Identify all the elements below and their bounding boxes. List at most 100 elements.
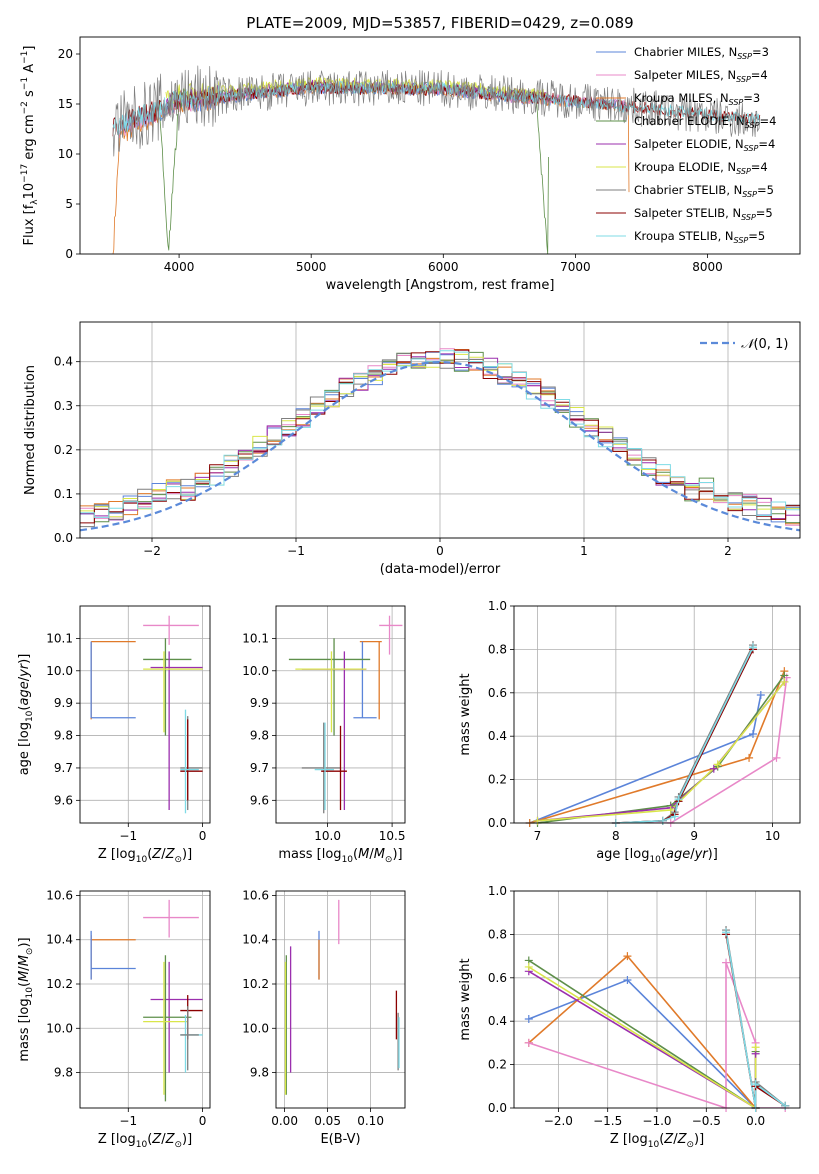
label-part: mass weight: [458, 673, 473, 755]
y-tick-label: 10.1: [242, 631, 269, 645]
y-tick-label: 10.4: [46, 933, 73, 947]
label-part: yr: [17, 662, 32, 678]
label-part: (: [659, 1132, 664, 1147]
weight-marker-S_ELODIE: [709, 764, 718, 773]
y-tick-label: 10.6: [242, 888, 269, 902]
label-part: =4: [760, 114, 777, 128]
label-part: −17: [20, 164, 30, 183]
legend-label-C_MILES: Chabrier MILES, NSSP=3: [634, 45, 769, 61]
x-tick-label: 0.05: [314, 1114, 341, 1128]
y-tick-label: 10.6: [46, 888, 73, 902]
weight-marker-S_MILES: [524, 1038, 533, 1047]
y-tick-label: 0.0: [488, 1101, 507, 1115]
weight-line-S_MILES: [528, 962, 786, 1108]
label-part: Salpeter STELIB, N: [634, 206, 741, 220]
label-part: E(B-V): [320, 1132, 360, 1147]
y-tick-label: 9.6: [250, 793, 269, 807]
label-part: 10: [649, 855, 661, 865]
weight-marker-K_STELIB: [781, 1101, 790, 1110]
label-part: ⊙: [174, 855, 182, 865]
label-part: SSP: [736, 75, 751, 84]
plot-area-residuals: [80, 348, 800, 532]
label-part: wavelength [Angstrom, rest frame]: [326, 278, 555, 293]
weight-marker-S_MILES: [772, 753, 781, 762]
label-part: /: [17, 676, 32, 681]
legend-label-S_ELODIE: Salpeter ELODIE, NSSP=4: [634, 137, 775, 153]
weight-line-C_MILES: [529, 694, 762, 823]
spectrum-line-C_STELIB: [112, 65, 761, 157]
axes-frame: [513, 605, 801, 824]
weight-line-K_STELIB: [725, 932, 786, 1108]
label-part: A: [22, 64, 37, 77]
label-part: (data-model)/error: [380, 562, 501, 577]
label-part: =3: [743, 91, 760, 105]
spectrum-line-S_STELIB: [112, 82, 761, 137]
weight-line-S_ELODIE: [537, 681, 785, 822]
label-part: Z [log: [98, 847, 136, 862]
weight-line-S_MILES: [615, 677, 788, 823]
y-axis-label: Flux [fλ10−17 erg cm−2 s−1 A−1]: [20, 46, 40, 246]
label-part: Kroupa STELIB, N: [634, 229, 734, 243]
y-tick-label: 15: [58, 97, 73, 111]
axes-weight_vs_Z: −2.0 −1.5 −1.0 −0.5 0.0 0.0 0.2 0.4 0.6 0.8 1.0 Z […: [458, 884, 801, 1150]
label-part: −2: [20, 101, 30, 114]
label-part: ⊙: [25, 948, 35, 956]
x-tick-label: −2: [143, 544, 161, 558]
label-part: =5: [757, 183, 774, 197]
x-tick-label: −1: [287, 544, 305, 558]
label-part: 10: [136, 855, 148, 865]
label-part: /: [369, 847, 374, 862]
weight-marker-K_ELODIE: [751, 1043, 760, 1052]
label-part: −1: [20, 51, 30, 64]
label-part: /: [161, 847, 166, 862]
x-tick-label: 7000: [560, 260, 591, 274]
y-tick-label: 9.8: [54, 729, 73, 743]
plot-area-age_vs_mass: [288, 615, 403, 814]
x-tick-label: 0: [199, 829, 207, 843]
x-axis-label: mass [log10(M/M⊙)]: [278, 847, 402, 865]
weight-line-K_ELODIE: [528, 966, 757, 1108]
axes-frame: [275, 605, 406, 824]
figure-title: PLATE=2009, MJD=53857, FIBERID=0429, z=0…: [246, 14, 633, 32]
axes-residuals: −2 −1 0 1 2 0.0 0.1 0.2 0.3 0.4 (data-model)/error…: [23, 321, 801, 577]
label-part: M: [17, 955, 32, 966]
x-axis-label: wavelength [Angstrom, rest frame]: [326, 278, 555, 293]
label-part: ⊙: [686, 1140, 694, 1150]
label-part: λ: [30, 199, 40, 205]
y-axis-label: age [log10(age/yr)]: [17, 654, 35, 776]
x-tick-label: 6000: [428, 260, 459, 274]
label-part: =3: [752, 45, 769, 59]
axes-frame: [513, 890, 801, 1109]
label-part: age: [666, 847, 690, 862]
plot-area-spectrum: [112, 65, 761, 254]
x-tick-label: 0: [199, 1114, 207, 1128]
x-tick-label: −1.5: [593, 1114, 622, 1128]
label-part: =5: [756, 206, 773, 220]
label-part: (: [17, 982, 32, 987]
axes-frame: [79, 36, 801, 255]
label-part: M: [374, 847, 385, 862]
label-part: s: [22, 90, 37, 101]
plot-area-age_vs_Z: [90, 615, 203, 814]
weight-marker-C_MILES: [524, 1015, 533, 1024]
x-tick-label: −1: [119, 829, 137, 843]
y-tick-label: 0.4: [488, 1014, 507, 1028]
label-part: 10: [136, 1140, 148, 1150]
legend-label-S_STELIB: Salpeter STELIB, NSSP=5: [634, 206, 773, 222]
x-axis-label: Z [log10(Z/Z⊙)]: [98, 1132, 192, 1150]
legend-label-S_MILES: Salpeter MILES, NSSP=4: [634, 68, 768, 84]
y-tick-label: 0.2: [488, 1058, 507, 1072]
weight-marker-K_MILES: [745, 753, 754, 762]
label-part: )]: [392, 847, 402, 862]
y-tick-label: 10.0: [242, 664, 269, 678]
label-part: Normed distribution: [23, 365, 38, 495]
y-tick-label: 1.0: [488, 599, 507, 613]
label-part: 10: [25, 710, 35, 722]
legend-label-K_ELODIE: Kroupa ELODIE, NSSP=4: [634, 160, 768, 176]
label-part: )]: [182, 1132, 192, 1147]
label-part: Kroupa MILES, N: [634, 91, 729, 105]
plot-area-weight_vs_age: [529, 644, 788, 823]
label-part: )]: [17, 937, 32, 947]
y-tick-label: 0.0: [54, 531, 73, 545]
